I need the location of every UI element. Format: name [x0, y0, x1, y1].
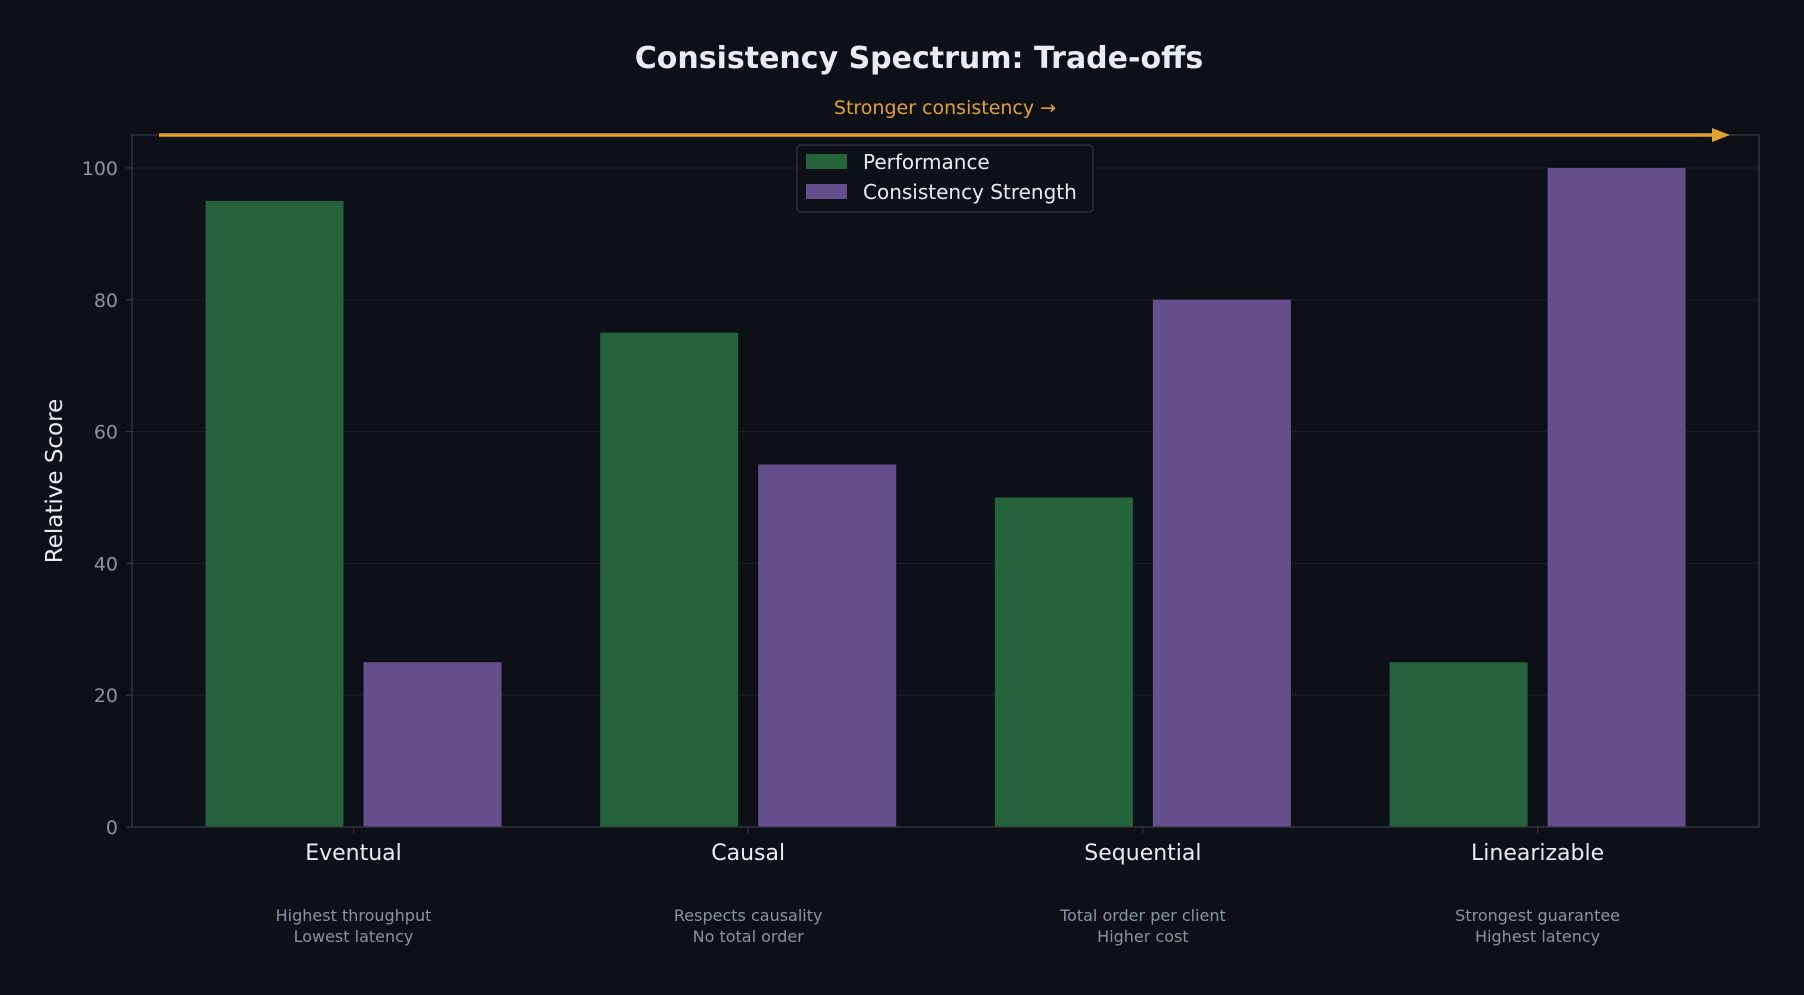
legend: Performance Consistency Strength	[796, 144, 1094, 213]
y-tick-label: 20	[94, 685, 118, 707]
category-note: Highest throughput	[276, 906, 432, 925]
category-note: Lowest latency	[294, 927, 414, 946]
category-note: Strongest guarantee	[1455, 906, 1620, 925]
bar-performance-eventual	[205, 200, 344, 827]
category-note: Total order per client	[1059, 906, 1226, 925]
chart-title: Consistency Spectrum: Trade-offs	[635, 41, 1203, 76]
legend-swatch-performance	[806, 154, 847, 169]
legend-box	[796, 144, 1094, 213]
y-axis-label: Relative Score	[42, 399, 68, 563]
bar-performance-linearizable	[1389, 662, 1528, 827]
legend-swatch-consistency-strength	[806, 184, 847, 199]
y-tick-label: 0	[106, 817, 118, 839]
legend-label: Consistency Strength	[863, 180, 1077, 204]
bar-consistency-strength-sequential	[1152, 299, 1291, 827]
legend-label: Performance	[863, 150, 990, 174]
category-note: Highest latency	[1475, 927, 1600, 946]
bar-consistency-strength-eventual	[363, 662, 502, 827]
bar-performance-causal	[600, 332, 739, 827]
bar-consistency-strength-linearizable	[1547, 167, 1686, 827]
text-layer: 0 20 40 60 80 100 Eventual Highest throughput Lo…	[42, 41, 1620, 946]
category-note: Respects causality	[674, 906, 823, 925]
y-tick-label: 40	[94, 553, 118, 575]
axes-layer	[126, 128, 1760, 833]
direction-annotation: Stronger consistency →	[834, 97, 1056, 119]
bar-consistency-strength-causal	[758, 464, 897, 827]
category-note: Higher cost	[1097, 927, 1188, 946]
y-tick-label: 80	[94, 290, 118, 312]
bars-layer	[205, 167, 1686, 827]
x-tick-label: Causal	[711, 841, 785, 866]
x-tick-label: Linearizable	[1471, 841, 1604, 866]
direction-arrow-head	[1712, 128, 1730, 142]
x-tick-label: Eventual	[305, 841, 402, 866]
x-tick-label: Sequential	[1084, 841, 1201, 866]
bar-performance-sequential	[994, 497, 1133, 827]
y-tick-label: 60	[94, 422, 118, 444]
category-note: No total order	[693, 927, 805, 946]
y-tick-label: 100	[82, 158, 118, 180]
